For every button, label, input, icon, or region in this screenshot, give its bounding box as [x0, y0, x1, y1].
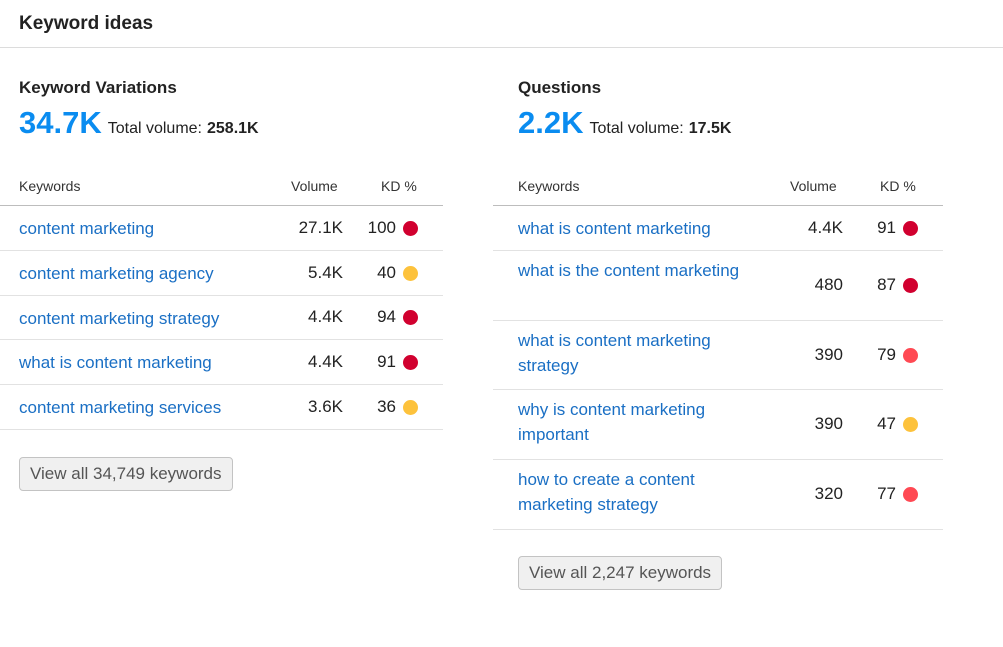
volume-column-header[interactable]: Volume	[291, 178, 338, 194]
kd-value: 40	[377, 262, 396, 282]
widget-header: Keyword ideas	[0, 0, 1003, 48]
kd-difficulty-dot-icon	[903, 220, 918, 236]
variations-table-body: content marketing 27.1K 100 content marketi…	[0, 206, 443, 430]
keyword-link[interactable]: what is content marketing	[19, 353, 212, 372]
questions-table-header: Keywords Volume KD %	[493, 176, 943, 206]
table-row: content marketing strategy 4.4K 94	[0, 296, 443, 340]
volume-column-header[interactable]: Volume	[790, 178, 837, 194]
kd-difficulty-dot-icon	[903, 347, 918, 363]
kd-value: 77	[877, 484, 896, 503]
table-row: why is content marketing important 390 47	[493, 390, 943, 460]
table-row: content marketing agency 5.4K 40	[0, 251, 443, 296]
questions-total-volume-label: Total volume:	[589, 120, 684, 137]
kd-value: 47	[877, 414, 896, 433]
variations-total-volume: 258.1K	[207, 120, 259, 137]
variations-count[interactable]: 34.7K	[19, 105, 102, 140]
keyword-link[interactable]: what is the content marketing	[518, 261, 740, 280]
variations-title: Keyword Variations	[19, 78, 177, 97]
questions-count[interactable]: 2.2K	[518, 105, 584, 140]
volume-value: 4.4K	[308, 351, 343, 371]
widget-title: Keyword ideas	[19, 12, 154, 34]
view-all-questions-button[interactable]: View all 2,247 keywords	[518, 556, 723, 590]
table-row: content marketing 27.1K 100	[0, 206, 443, 251]
questions-table-body: what is content marketing 4.4K 91 what is t…	[493, 206, 943, 530]
volume-value: 480	[814, 275, 843, 294]
variations-total-volume-label: Total volume:	[107, 120, 202, 137]
keyword-link[interactable]: content marketing	[19, 219, 155, 238]
table-row: how to create a content marketing strate…	[493, 460, 943, 530]
keyword-link[interactable]: why is content marketing important	[518, 400, 706, 444]
volume-value: 27.1K	[298, 217, 343, 237]
volume-value: 320	[814, 484, 843, 503]
kd-value: 79	[877, 344, 896, 364]
keyword-link[interactable]: content marketing agency	[19, 264, 214, 283]
questions-summary: 2.2K Total volume: 17.5K	[518, 105, 731, 141]
volume-value: 390	[814, 344, 843, 364]
kd-difficulty-dot-icon	[903, 278, 918, 293]
kd-value: 91	[377, 351, 396, 371]
kd-difficulty-dot-icon	[403, 220, 418, 236]
table-row: what is content marketing 4.4K 91	[0, 340, 443, 385]
kd-value: 87	[877, 275, 896, 294]
questions-title: Questions	[518, 78, 602, 97]
kd-value: 91	[877, 217, 896, 237]
keyword-link[interactable]: content marketing services	[19, 398, 222, 417]
keyword-link[interactable]: what is content marketing	[518, 219, 711, 238]
volume-value: 5.4K	[308, 262, 343, 282]
kd-column-header[interactable]: KD %	[880, 178, 916, 194]
kd-difficulty-dot-icon	[403, 310, 418, 325]
keyword-link[interactable]: content marketing strategy	[19, 309, 220, 328]
questions-total-volume: 17.5K	[688, 120, 732, 137]
volume-value: 3.6K	[308, 396, 343, 416]
table-row: what is content marketing strategy 390 79	[493, 321, 943, 390]
table-row: what is the content marketing 480 87	[493, 251, 943, 321]
volume-value: 4.4K	[308, 307, 343, 326]
volume-value: 390	[814, 414, 843, 433]
kd-column-header[interactable]: KD %	[381, 178, 417, 194]
kd-value: 36	[377, 396, 396, 416]
kd-difficulty-dot-icon	[903, 417, 918, 432]
keywords-column-header: Keywords	[19, 178, 81, 194]
keyword-link[interactable]: how to create a content marketing strate…	[518, 470, 695, 514]
table-row: content marketing services 3.6K 36	[0, 385, 443, 430]
kd-difficulty-dot-icon	[903, 487, 918, 502]
kd-difficulty-dot-icon	[403, 265, 418, 281]
kd-value: 94	[377, 307, 396, 326]
kd-difficulty-dot-icon	[403, 354, 418, 370]
keywords-column-header: Keywords	[518, 178, 580, 194]
keyword-link[interactable]: what is content marketing strategy	[518, 331, 711, 375]
kd-difficulty-dot-icon	[403, 399, 418, 415]
variations-table-header: Keywords Volume KD %	[0, 176, 443, 206]
view-all-variations-button[interactable]: View all 34,749 keywords	[19, 457, 233, 491]
kd-value: 100	[367, 217, 396, 237]
table-row: what is content marketing 4.4K 91	[493, 206, 943, 251]
volume-value: 4.4K	[808, 217, 843, 237]
variations-summary: 34.7K Total volume: 258.1K	[19, 105, 259, 141]
